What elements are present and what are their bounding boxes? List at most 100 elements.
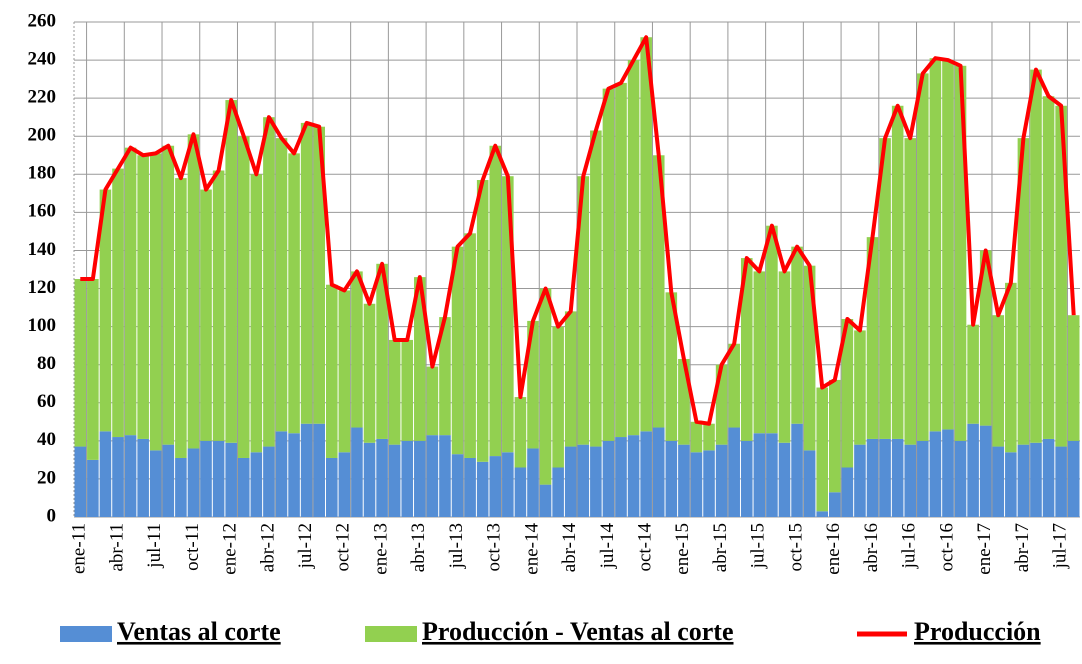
bar-segment [917, 73, 929, 441]
bar-segment [766, 433, 778, 517]
bar-segment [1005, 452, 1017, 517]
bar-segment [929, 431, 942, 517]
bar-segment [803, 265, 816, 451]
bar-segment [502, 452, 514, 517]
x-tick-label: jul-16 [899, 523, 920, 569]
bar-segment [615, 82, 627, 438]
bar-segment [200, 440, 212, 517]
bar-segment [112, 168, 124, 438]
bar-segment [602, 88, 615, 441]
y-tick-label: 200 [28, 125, 57, 146]
bar-segment [728, 343, 740, 428]
bar-segment [979, 250, 992, 426]
x-tick-label: oct-13 [484, 523, 505, 572]
bar-segment [740, 440, 753, 517]
y-tick-label: 0 [47, 505, 57, 526]
bar-segment [275, 138, 288, 432]
bar-segment [829, 492, 841, 517]
x-tick-label: ene-13 [370, 523, 391, 575]
bar-segment [237, 457, 250, 517]
bar-segment [1042, 96, 1055, 439]
bar-segment [627, 435, 640, 517]
bar-segment [816, 511, 828, 517]
bar-segment [300, 423, 313, 517]
bar-segment [351, 271, 363, 428]
bar-segment [979, 425, 992, 517]
bar-segment [577, 176, 590, 445]
bar-segment [502, 176, 514, 453]
bar-segment [740, 258, 753, 441]
bar-segment [1005, 282, 1017, 453]
bar-segment [401, 440, 414, 517]
x-tick-label: ene-15 [672, 523, 693, 575]
bar-segment [489, 145, 502, 457]
bar-segment [212, 440, 225, 517]
bar-segment [162, 444, 175, 517]
y-tick-label: 100 [28, 315, 57, 336]
bar-segment [879, 138, 891, 439]
bar-segment [187, 134, 200, 449]
legend-swatch [60, 626, 112, 642]
bar-segment [590, 130, 602, 447]
bar-segment [1055, 105, 1067, 447]
y-tick-label: 260 [28, 10, 57, 31]
bar-segment [640, 431, 652, 517]
bar-segment [175, 457, 187, 517]
bar-segment [1067, 440, 1080, 517]
y-tick-label: 120 [28, 277, 57, 298]
y-tick-label: 60 [37, 391, 56, 412]
line-series [80, 35, 1076, 426]
bar-segment [954, 440, 967, 517]
bar-segment [841, 467, 854, 517]
bar-segment [376, 438, 388, 517]
bar-segment [514, 397, 527, 468]
bar-segment [149, 450, 162, 517]
bar-segment [426, 435, 439, 517]
bar-segment [552, 326, 564, 468]
bar-segment [929, 58, 942, 432]
bar-segment [854, 444, 866, 517]
bar-segment [464, 233, 476, 458]
bar-segment [87, 279, 99, 460]
bar-segment [263, 117, 275, 447]
bar-segment [250, 174, 263, 453]
x-tick-label: oct-16 [936, 523, 957, 572]
bar-segment [640, 37, 652, 432]
bar-segment [149, 153, 162, 451]
bar-segment [678, 444, 690, 517]
bar-segment [439, 317, 451, 436]
bar-segment [652, 427, 665, 517]
bar-segment [803, 450, 816, 517]
bar-segment [791, 246, 803, 424]
y-tick-label: 160 [28, 201, 57, 222]
x-tick-label: abr-11 [106, 523, 127, 572]
bar-segment [866, 438, 879, 517]
y-tick-label: 240 [28, 48, 57, 69]
bar-segment [476, 180, 489, 462]
bar-segment [351, 427, 363, 517]
bar-segment [753, 433, 766, 517]
bar-segment [615, 437, 627, 517]
bar-segment [590, 446, 602, 517]
bar-segment [1030, 69, 1042, 443]
x-tick-label: abr-14 [559, 523, 580, 573]
bar-segment [74, 446, 87, 517]
y-tick-label: 220 [28, 87, 57, 108]
legend-label: Producción - Ventas al corte [422, 617, 734, 646]
bar-segment [665, 292, 678, 441]
x-tick-label: jul-11 [144, 523, 165, 569]
x-tick-label: abr-13 [408, 523, 429, 572]
bar-segment [313, 126, 325, 424]
bar-segment [564, 311, 577, 447]
bar-segment [652, 155, 665, 428]
bar-segment [124, 147, 137, 436]
bar-segment [414, 440, 426, 517]
x-tick-label: ene-16 [823, 523, 844, 575]
bar-segment [816, 387, 828, 512]
bar-segment [829, 379, 841, 493]
bar-segment [891, 105, 904, 439]
bar-segment [451, 246, 464, 455]
bar-segment [866, 237, 879, 439]
bar-segment [212, 170, 225, 441]
